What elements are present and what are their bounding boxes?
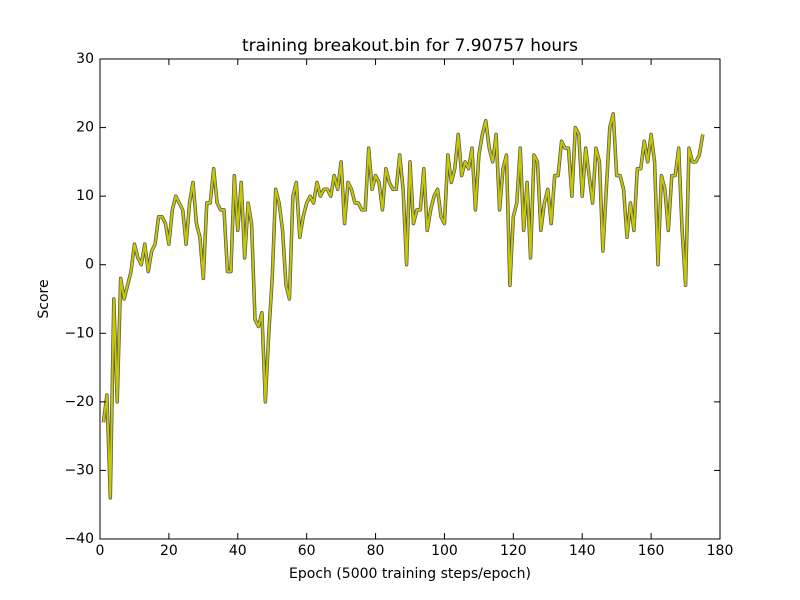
y-tick-label: 30 [76,51,94,67]
x-tick-label: 20 [160,543,178,559]
y-tick-label: 20 [76,120,94,136]
line-outline [101,112,705,500]
x-tick-label: 180 [707,543,734,559]
y-tick-label: −40 [64,531,94,547]
x-tick-label: 0 [96,543,105,559]
x-tick-label: 100 [431,543,458,559]
y-axis-label: Score [36,279,52,318]
y-tick-label: 10 [76,188,94,204]
y-tick-label: −20 [64,394,94,410]
y-tick-label: −10 [64,325,94,341]
x-tick-label: 40 [229,543,247,559]
chart-title: training breakout.bin for 7.90757 hours [242,36,578,56]
y-tick-label: 0 [85,257,94,273]
line-series [102,112,704,499]
x-tick-label: 140 [569,543,596,559]
y-tick-label: −30 [64,462,94,478]
x-tick-label: 160 [638,543,665,559]
plot-frame [99,58,721,540]
x-tick-label: 80 [367,543,385,559]
x-tick-label: 120 [500,543,527,559]
x-tick-label: 60 [298,543,316,559]
x-axis-label: Epoch (5000 training steps/epoch) [289,566,531,582]
